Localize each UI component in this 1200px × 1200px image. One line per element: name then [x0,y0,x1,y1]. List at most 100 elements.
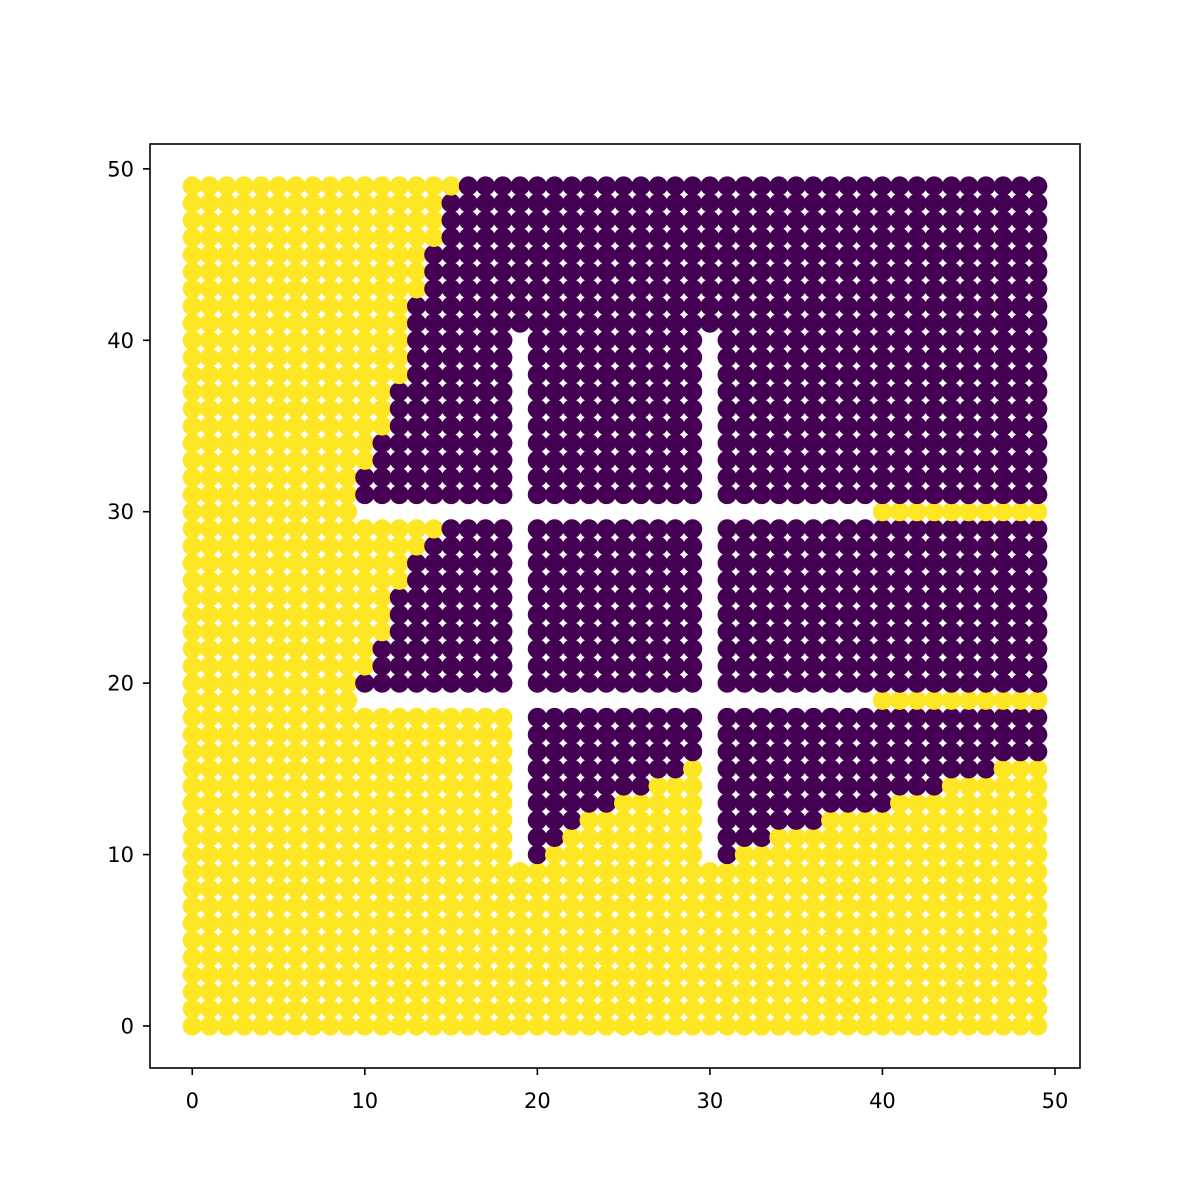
data-point-class-0 [683,742,703,762]
data-point-class-0 [700,210,720,230]
data-point-class-0 [475,673,496,693]
data-point-class-0 [614,227,634,248]
data-point-class-0 [838,639,858,659]
data-point-class-0 [855,313,875,333]
data-point-class-1 [355,279,375,299]
data-point-class-1 [355,896,375,916]
data-point-class-1 [1010,964,1031,985]
data-point-class-0 [786,673,806,693]
data-point-class-1 [389,964,409,985]
data-point-class-1 [268,604,289,625]
data-point-class-0 [1028,330,1048,350]
data-point-class-1 [424,844,444,865]
data-point-class-0 [993,553,1013,573]
data-point-class-1 [303,827,323,848]
data-point-class-0 [562,742,582,762]
data-point-class-0 [803,587,824,608]
data-point-class-1 [596,879,616,899]
data-point-class-1 [717,862,737,882]
data-point-class-0 [596,296,616,316]
data-point-class-0 [631,296,651,316]
data-point-class-0 [769,399,789,419]
data-point-class-1 [217,382,237,402]
data-point-class-1 [372,862,392,882]
data-point-class-0 [1028,210,1048,230]
data-point-class-0 [614,587,634,608]
data-point-class-1 [665,844,685,865]
data-point-class-0 [717,570,737,590]
data-point-class-1 [251,690,271,710]
data-point-class-0 [510,227,530,248]
data-point-class-0 [579,553,599,573]
data-point-class-1 [441,793,461,813]
data-point-class-1 [355,604,375,625]
data-point-class-0 [665,262,685,282]
data-point-class-0 [596,227,616,248]
data-point-class-0 [1010,210,1031,230]
data-point-class-1 [406,227,427,248]
data-point-class-0 [614,673,634,693]
data-point-class-0 [941,330,962,350]
data-point-class-1 [182,347,202,368]
data-point-class-1 [199,776,220,796]
data-point-class-1 [234,330,254,350]
data-point-class-1 [268,999,289,1019]
data-point-class-0 [803,347,824,368]
data-point-class-1 [579,879,599,899]
data-point-class-1 [803,1016,824,1036]
data-point-class-1 [217,982,237,1002]
data-point-class-0 [976,399,996,419]
data-point-class-1 [803,879,824,899]
data-point-class-0 [924,399,944,419]
data-point-class-0 [821,364,841,385]
data-point-class-0 [1010,279,1031,299]
data-point-class-0 [717,707,737,728]
data-point-class-0 [510,279,530,299]
data-point-class-0 [786,707,806,728]
data-point-class-1 [337,622,358,642]
data-point-class-1 [717,913,737,933]
data-point-class-0 [941,639,962,659]
data-point-class-1 [821,810,841,830]
data-point-class-1 [217,262,237,282]
data-point-class-0 [441,467,461,488]
data-point-class-1 [199,879,220,899]
data-point-class-1 [838,964,858,985]
data-point-class-1 [993,759,1013,779]
data-point-class-1 [648,810,668,830]
data-point-class-0 [959,330,979,350]
data-point-class-1 [1010,502,1031,522]
data-point-class-1 [217,964,237,985]
data-point-class-0 [665,570,685,590]
data-point-class-0 [734,330,755,350]
data-point-class-0 [1028,724,1048,745]
data-point-class-0 [665,622,685,642]
data-point-class-0 [959,639,979,659]
data-point-class-0 [855,347,875,368]
data-point-class-0 [424,639,444,659]
data-point-class-1 [337,759,358,779]
data-point-class-0 [665,296,685,316]
data-point-class-0 [441,639,461,659]
data-point-class-1 [355,176,375,196]
data-point-class-1 [199,450,220,470]
data-point-class-0 [890,227,910,248]
data-point-class-1 [424,999,444,1019]
data-point-class-0 [924,587,944,608]
data-point-class-0 [665,656,685,676]
data-point-class-1 [1028,690,1048,710]
data-point-class-1 [458,862,478,882]
data-point-class-1 [890,982,910,1002]
data-point-class-1 [251,502,271,522]
data-point-class-1 [579,964,599,985]
data-point-class-1 [441,707,461,728]
data-point-class-1 [217,193,237,213]
data-point-class-0 [389,382,409,402]
data-point-class-1 [596,896,616,916]
data-point-class-0 [458,279,478,299]
data-point-class-0 [562,536,582,556]
data-point-class-1 [821,896,841,916]
data-point-class-0 [372,639,392,659]
data-point-class-0 [389,673,409,693]
data-point-class-0 [872,416,893,436]
